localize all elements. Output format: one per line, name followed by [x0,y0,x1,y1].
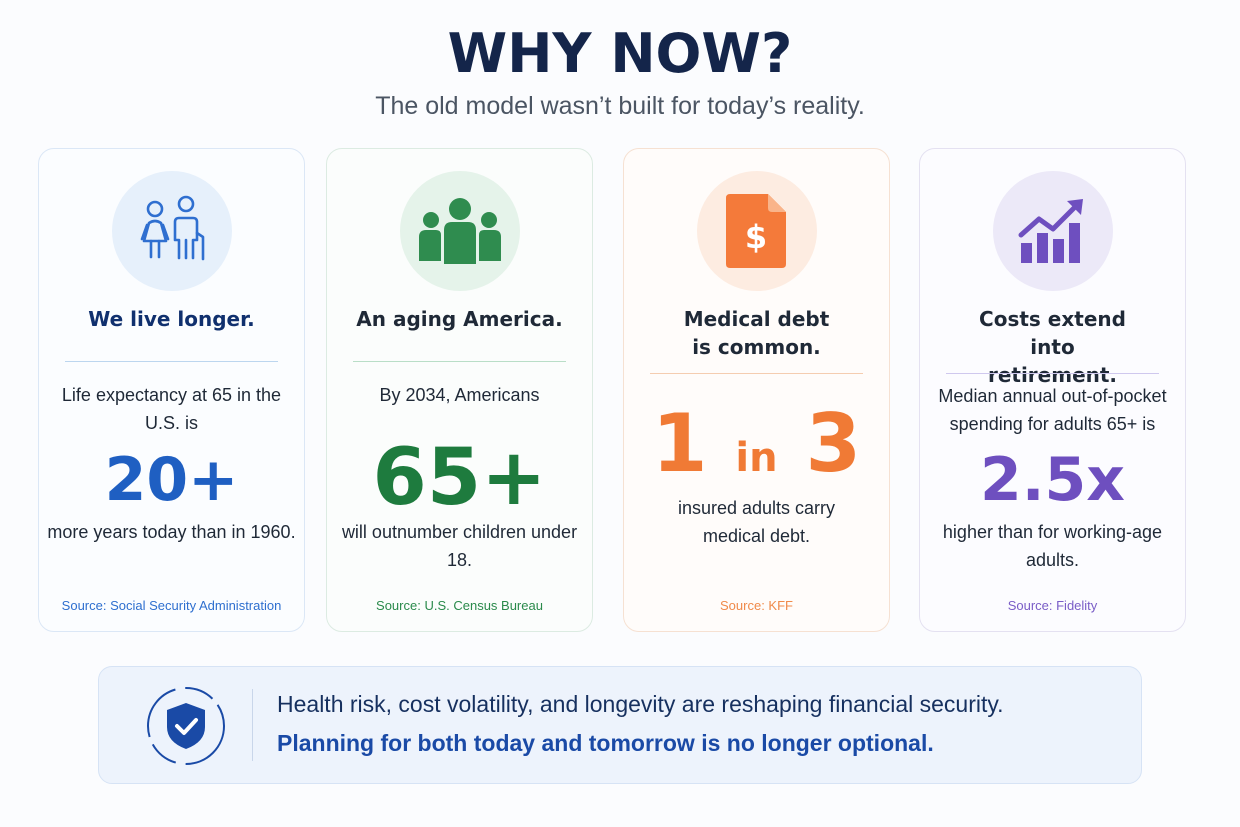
card-lead-text: By 2034, Americans [379,385,540,405]
rising-bar-chart-icon [992,171,1113,291]
card-follow-text: more years today than in 1960. [47,522,296,542]
card-source: Source: Social Security Administration [61,598,282,613]
divider [946,373,1159,374]
people-group-icon [399,171,520,291]
divider [353,361,566,362]
card-medical-debt: $ Medical debt is common. 1 in 3 insured… [623,148,890,632]
card-stat: 65+ [372,433,547,523]
page-title: WHY NOW? [447,22,793,85]
card-stat: 1 in 3 [624,399,889,503]
card-retirement-costs: Costs extend into retirement. Median ann… [919,148,1186,632]
card-stat: 2.5x [980,445,1125,515]
card-source: Source: Fidelity [1007,598,1098,613]
banner-call-to-action: Planning for both today and tomorrow is … [277,730,934,756]
card-source: Source: KFF [720,598,793,613]
divider [65,361,278,362]
card-stat: 20+ [104,445,239,515]
card-aging-america: An aging America. By 2034, Americans 65+… [326,148,593,632]
stat-numerator: 1 [651,397,708,490]
stat-denominator: 3 [805,397,862,490]
card-longevity: We live longer. Life expectancy at 65 in… [38,148,305,632]
card-title: An aging America. [356,307,563,331]
shield-check-icon [145,685,227,767]
card-source: Source: U.S. Census Bureau [376,598,543,613]
banner-statement: Health risk, cost volatility, and longev… [277,691,1004,717]
card-lead-text: Life expectancy at 65 in the U.S. is [61,385,282,433]
summary-banner: Health risk, cost volatility, and longev… [98,666,1142,784]
card-title: We live longer. [88,307,255,331]
card-follow-text: insured adults carry medical debt. [677,498,836,546]
medical-bill-dollar-icon: $ [696,171,817,291]
svg-text:$: $ [744,218,766,256]
banner-divider [252,689,253,761]
page-subtitle: The old model wasn’t built for today’s r… [375,92,865,120]
card-follow-text: will outnumber children under 18. [341,522,578,570]
divider [650,373,863,374]
stat-connector: in [735,435,778,481]
card-title: Costs extend into retirement. [979,307,1126,387]
card-lead-text: Median annual out-of-pocket spending for… [938,386,1167,434]
elderly-couple-icon [111,171,232,291]
card-follow-text: higher than for working-age adults. [942,522,1163,570]
card-title: Medical debt is common. [683,307,830,359]
